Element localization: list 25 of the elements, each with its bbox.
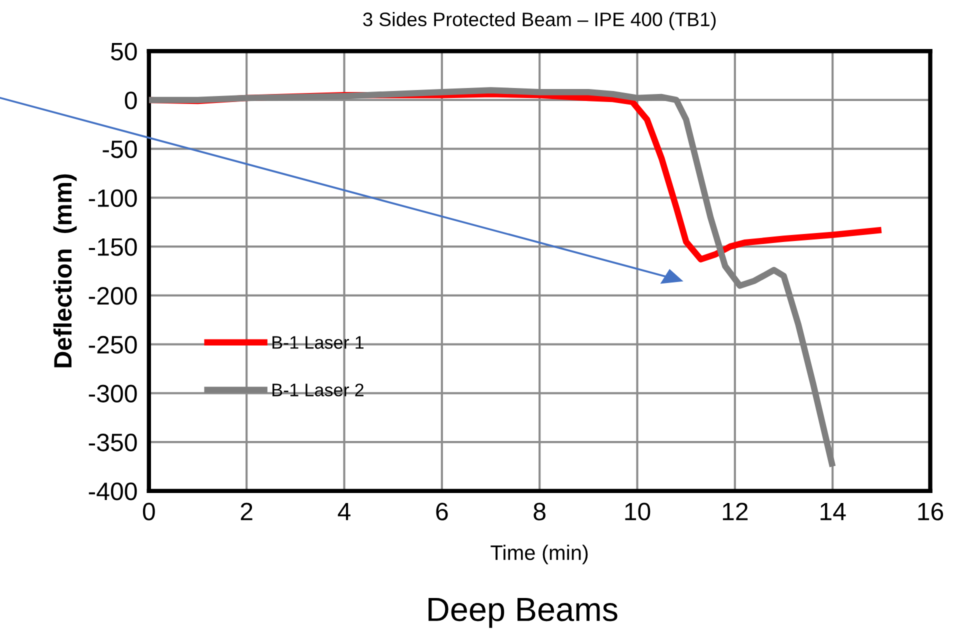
y-tick-label: -100: [88, 189, 137, 208]
y-tick-label: -200: [88, 287, 137, 305]
x-tick-label: 10: [625, 502, 650, 520]
x-tick-label: 8: [534, 502, 546, 520]
x-tick-label: 2: [240, 502, 252, 520]
legend-label: B-1 Laser 1: [272, 336, 364, 349]
text: Deep Beams: [428, 598, 618, 628]
y-tick-label: 0: [124, 92, 137, 110]
y-tick-label: -150: [88, 238, 137, 256]
x-tick-label: 6: [436, 502, 448, 520]
y-tick-label: -350: [88, 434, 137, 452]
legend-label: B-1 Laser 2: [272, 384, 364, 396]
y-tick-label: -50: [102, 140, 137, 158]
x-axis-title: Time (min): [490, 544, 588, 564]
y-tick-label: 50: [111, 42, 137, 60]
chart-title: 3 Sides Protected Beam – IPE 400 (TB1): [363, 12, 716, 30]
y-axis-title: Deflection (mm): [53, 174, 77, 368]
x-tick-label: 0: [142, 502, 155, 520]
y-tick-label: -250: [88, 336, 137, 354]
y-tick-label: -300: [88, 384, 137, 402]
x-tick-label: 4: [338, 502, 350, 520]
x-tick-label: 14: [820, 502, 846, 520]
x-tick-label: 16: [918, 502, 944, 520]
y-tick-label: -400: [88, 482, 137, 500]
x-tick-label: 12: [722, 502, 748, 520]
